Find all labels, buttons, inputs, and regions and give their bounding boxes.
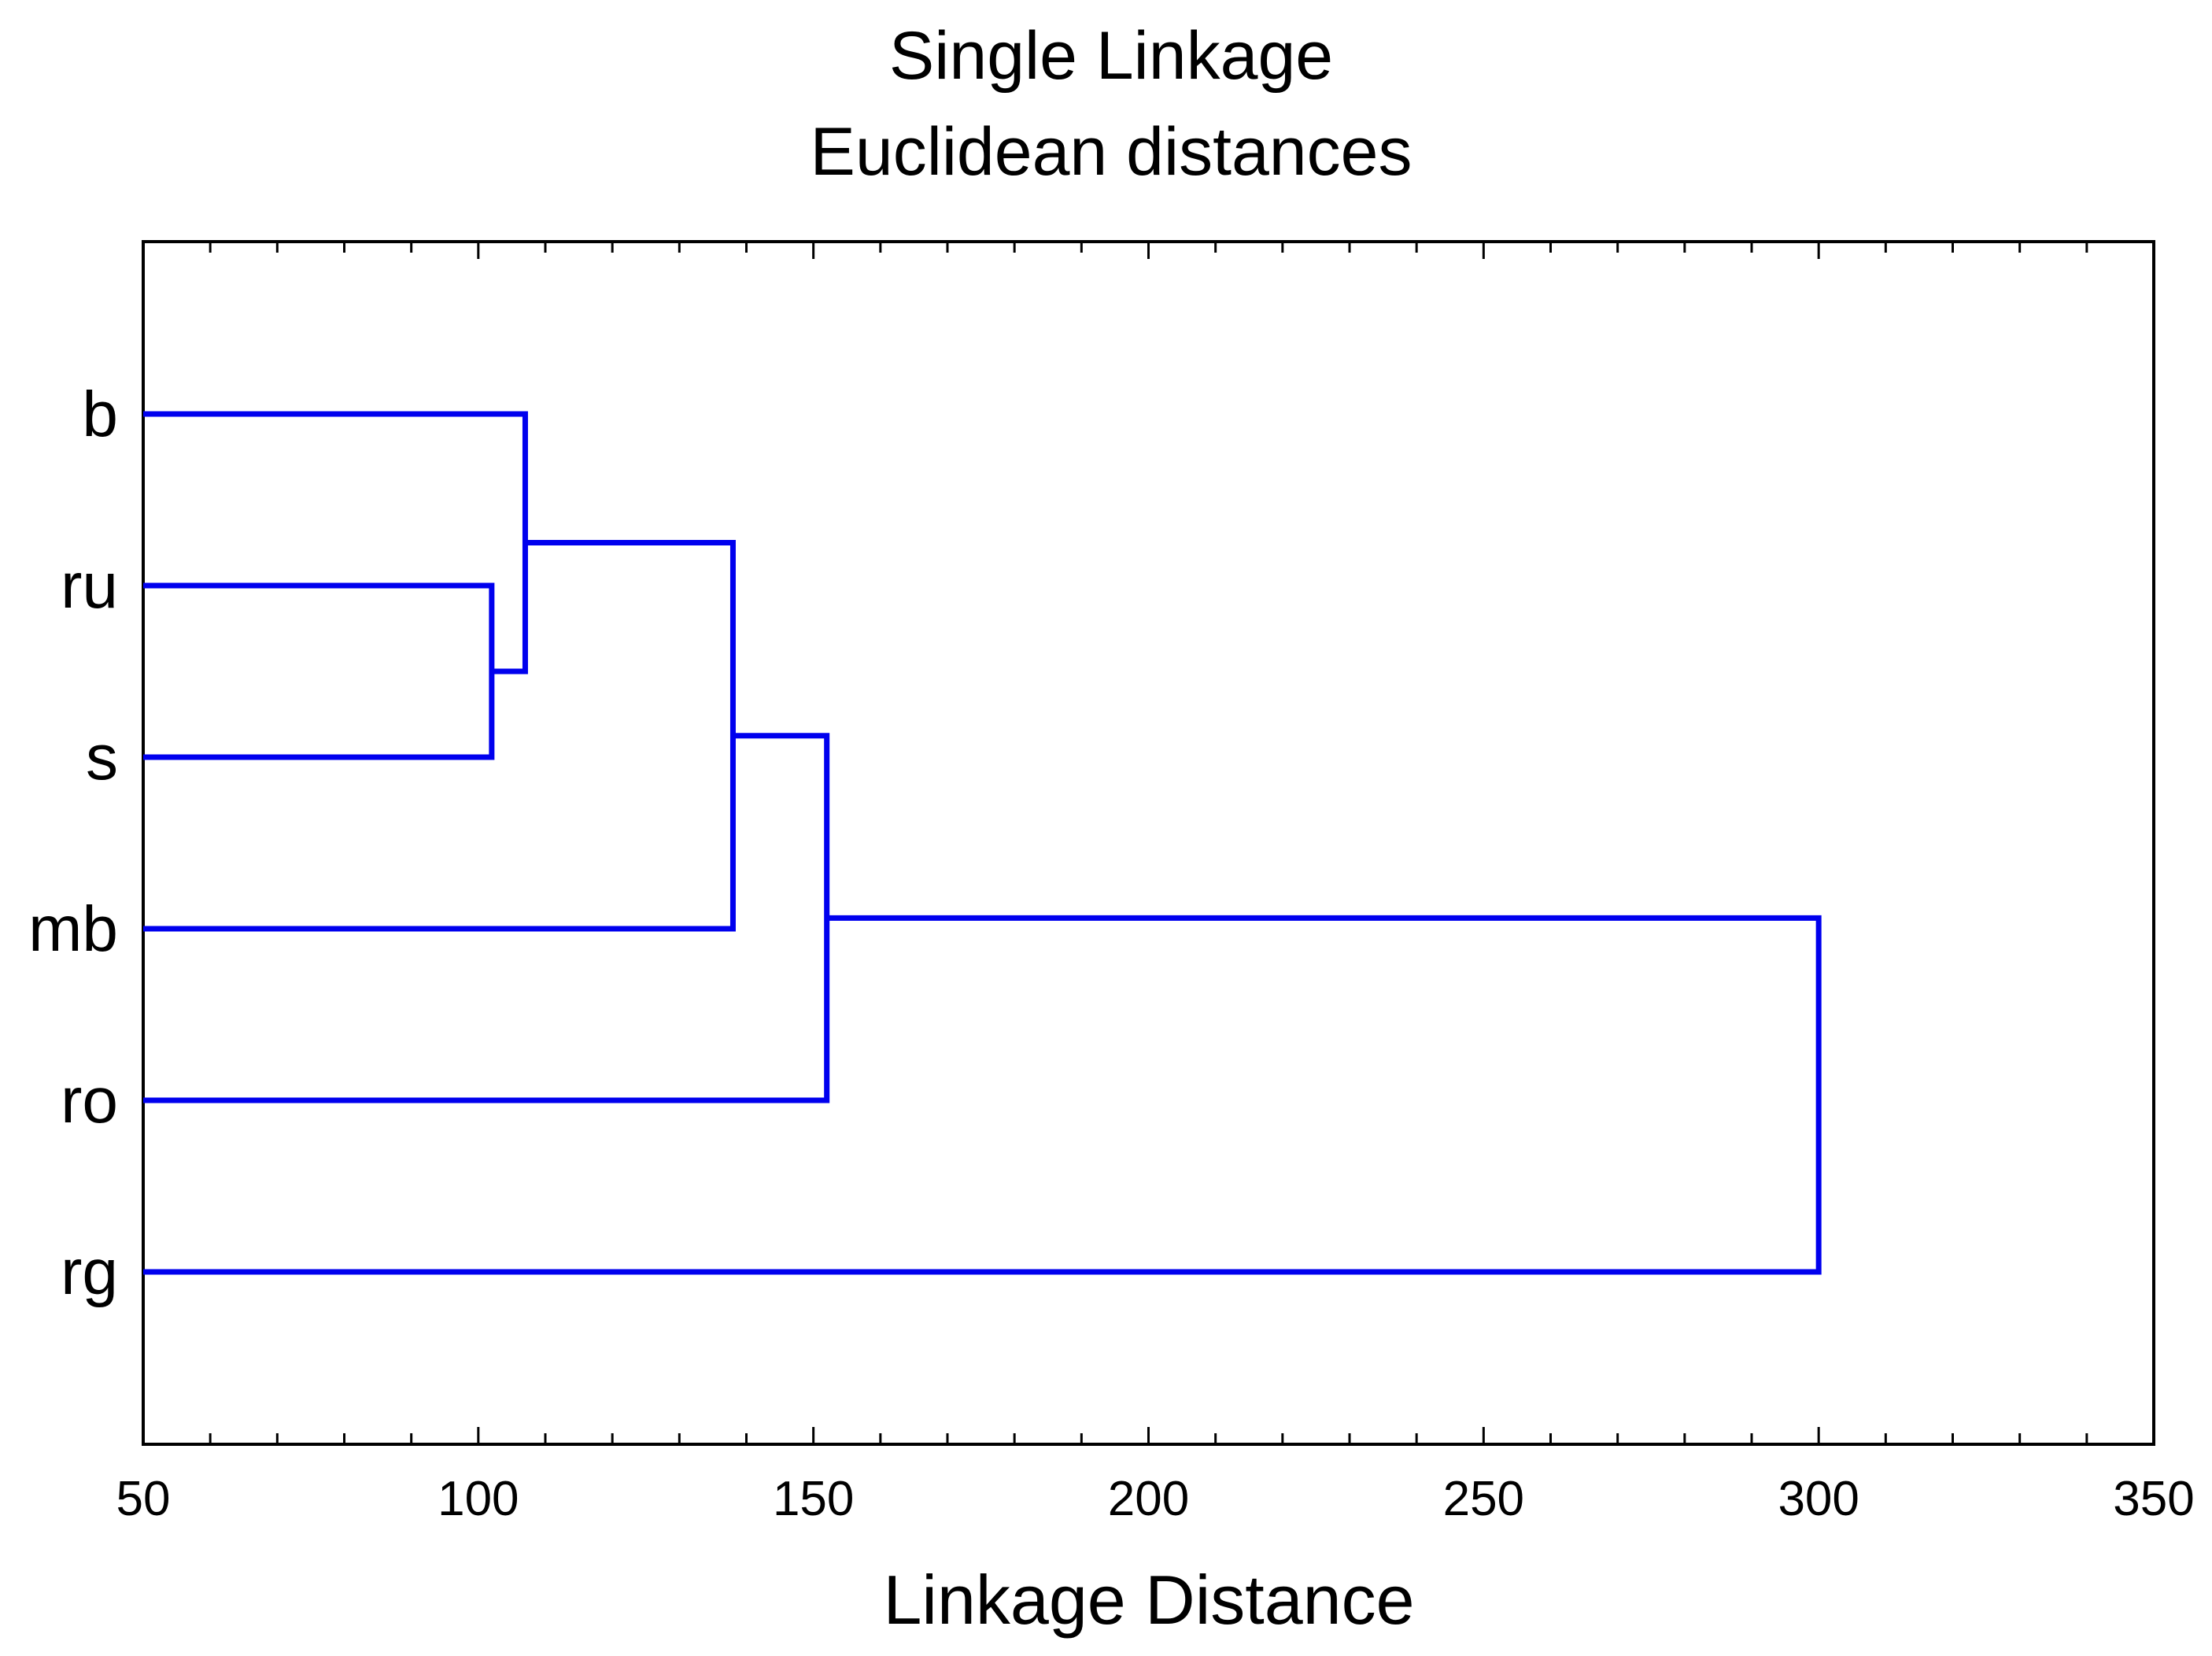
- dendrogram-link: [143, 915, 1822, 1275]
- leaf-label: mb: [28, 893, 118, 965]
- leaf-labels: b ru s mb ro rg: [28, 379, 118, 1308]
- dendrogram-link: [143, 411, 528, 675]
- leaf-label: ru: [61, 550, 118, 622]
- x-axis-label: Linkage Distance: [883, 1561, 1414, 1639]
- chart-subtitle: Euclidean distances: [811, 114, 1413, 190]
- dendrogram-link: [143, 582, 495, 760]
- dendrogram-links: [143, 411, 1822, 1275]
- x-axis-ticks: [142, 242, 2155, 1444]
- chart-title: Single Linkage: [889, 18, 1333, 94]
- x-tick-label: 250: [1443, 1472, 1524, 1526]
- x-tick-label: 50: [116, 1472, 171, 1526]
- x-axis-tick-labels: 50 100 150 200 250 300 350: [116, 1472, 2195, 1526]
- plot-frame: [142, 240, 2155, 1446]
- dendrogram-link: [143, 540, 736, 932]
- x-tick-label: 200: [1108, 1472, 1189, 1526]
- leaf-label: b: [82, 379, 118, 450]
- leaf-label: ro: [61, 1065, 118, 1137]
- x-tick-label: 150: [773, 1472, 854, 1526]
- leaf-label: rg: [61, 1236, 118, 1308]
- x-tick-label: 300: [1778, 1472, 1859, 1526]
- leaf-label: s: [86, 722, 118, 793]
- x-tick-label: 100: [438, 1472, 519, 1526]
- x-tick-label: 350: [2113, 1472, 2194, 1526]
- dendrogram-link: [143, 733, 830, 1103]
